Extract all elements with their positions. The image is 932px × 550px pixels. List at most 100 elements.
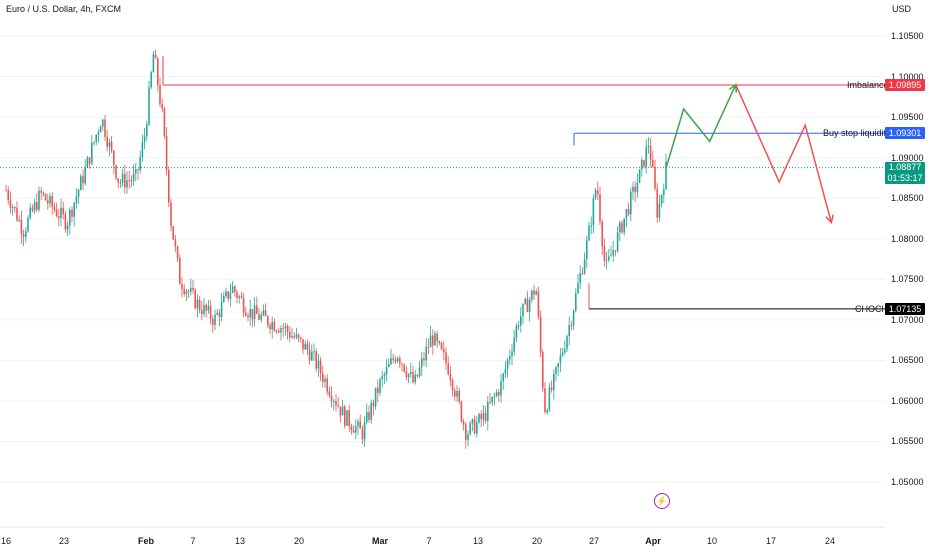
candle-body: [245, 312, 247, 316]
candle-body: [348, 410, 350, 427]
candle-body: [355, 426, 357, 433]
candle-body: [396, 358, 399, 362]
candle-body: [192, 287, 194, 290]
candle-body: [49, 196, 51, 204]
candle-body: [33, 202, 36, 211]
candle-body: [291, 336, 293, 338]
candle-body: [130, 180, 133, 182]
candle-body: [566, 336, 568, 349]
candle-body: [82, 176, 84, 184]
candle-body: [500, 381, 502, 396]
time-tick-label: 10: [706, 536, 718, 546]
candle-body: [18, 219, 20, 221]
candle-body: [172, 226, 174, 240]
lightning-icon[interactable]: ⚡: [654, 493, 670, 509]
candle-body: [603, 246, 606, 261]
candle-body: [249, 309, 251, 318]
candle-body: [548, 387, 551, 411]
candle-body: [306, 343, 309, 350]
candle-body: [509, 356, 511, 360]
candle-body: [447, 363, 449, 375]
candle-body: [146, 124, 148, 137]
candle-body: [256, 305, 258, 314]
candle-body: [405, 371, 408, 378]
candle-body: [357, 421, 359, 427]
candle-body: [187, 291, 190, 293]
candle-body: [522, 303, 524, 317]
candle-body: [236, 292, 238, 298]
candle-body: [504, 368, 507, 374]
candle-body: [660, 194, 663, 204]
candle-body: [313, 351, 315, 353]
candle-body: [97, 132, 100, 135]
candle-body: [359, 421, 361, 429]
candle-body: [73, 202, 75, 217]
candle-body: [480, 414, 482, 420]
candle-body: [374, 387, 377, 407]
candle-body: [60, 207, 62, 218]
price-tick-label: 1.09500: [891, 112, 924, 123]
candle-body: [58, 216, 60, 218]
candle-body: [260, 314, 262, 320]
candle-body: [590, 225, 592, 227]
candle-body: [528, 299, 531, 312]
candle-body: [212, 319, 214, 325]
candle-body: [520, 316, 522, 326]
candle-body: [561, 352, 564, 356]
candle-body: [88, 157, 91, 164]
candle-body: [568, 325, 570, 337]
candle-body: [421, 358, 423, 368]
candle-body: [594, 190, 597, 199]
candle-body: [201, 309, 203, 315]
candle-body: [273, 321, 276, 331]
candle-body: [533, 290, 535, 295]
time-tick-label: 23: [58, 536, 70, 546]
candle-body: [148, 87, 150, 125]
candle-body: [641, 160, 643, 170]
candle-body: [625, 208, 628, 219]
candle-body: [438, 341, 441, 343]
candle-body: [282, 328, 284, 330]
candle-body: [654, 166, 656, 189]
candle-body: [159, 84, 161, 105]
candle-body: [469, 423, 471, 435]
candle-body: [454, 390, 456, 397]
candle-body: [341, 406, 344, 416]
candle-body: [117, 178, 119, 183]
candle-body: [542, 351, 544, 389]
candle-body: [363, 421, 366, 440]
candle-body: [62, 207, 64, 215]
candle-body: [634, 186, 636, 193]
candle-body: [311, 351, 313, 361]
candle-body: [361, 428, 364, 440]
candle-body: [462, 421, 465, 425]
candle-body: [77, 190, 80, 197]
candle-body: [319, 360, 322, 374]
candle-body: [493, 395, 496, 397]
candle-body: [539, 317, 542, 352]
candle-body: [231, 286, 234, 293]
candle-body: [352, 430, 355, 433]
candle-body: [339, 406, 342, 416]
candle-body: [423, 358, 425, 361]
time-tick-label: 7: [190, 536, 196, 546]
candle-body: [271, 321, 273, 330]
candle-body: [267, 316, 269, 325]
time-tick-label: Apr: [645, 536, 661, 546]
candle-body: [434, 333, 436, 346]
candle-body: [597, 190, 599, 195]
candle-body: [264, 310, 267, 317]
candle-body: [223, 295, 225, 303]
candle-body: [555, 367, 557, 375]
candle-body: [605, 260, 608, 262]
candle-body: [295, 334, 298, 338]
candle-body: [289, 331, 291, 338]
candle-body: [482, 412, 485, 420]
candle-body: [258, 313, 260, 320]
candle-body: [315, 351, 317, 369]
candle-body: [275, 330, 278, 332]
candle-body: [47, 200, 49, 204]
candle-body: [643, 160, 645, 167]
candle-body: [110, 142, 113, 151]
